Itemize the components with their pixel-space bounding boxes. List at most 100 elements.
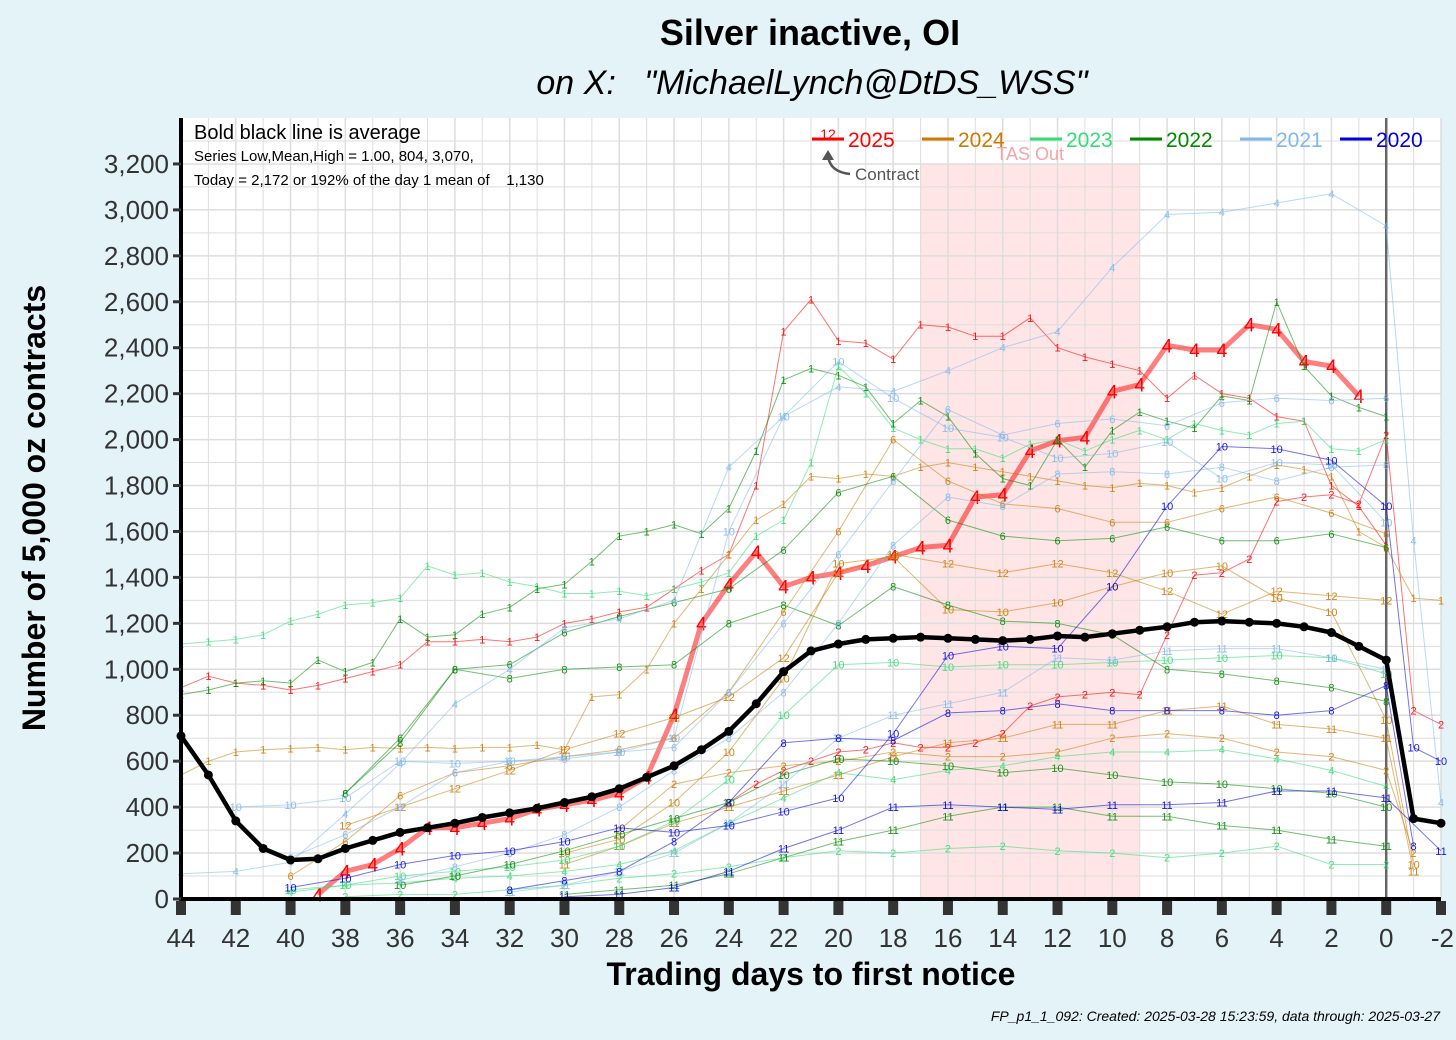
- data-point: [203, 770, 213, 780]
- x-tick: [614, 901, 625, 915]
- data-point-label: 1: [315, 609, 321, 621]
- data-point-label: 10: [723, 820, 735, 832]
- data-point-label: 11: [942, 738, 953, 750]
- data-point-label: 2: [1274, 497, 1280, 509]
- data-point-label: 4: [943, 536, 954, 557]
- x-tick: [1436, 901, 1446, 915]
- data-point-label: 11: [1435, 846, 1446, 858]
- data-point: [779, 667, 789, 677]
- y-tick-label: 1,200: [104, 608, 169, 638]
- y-tick-label: 2,000: [104, 425, 169, 455]
- data-point-label: 1: [1219, 391, 1225, 403]
- series-line: [290, 655, 1387, 891]
- data-point-label: 10: [613, 841, 625, 853]
- data-point-label: 8: [945, 600, 951, 612]
- data-point-label: 1: [397, 744, 403, 756]
- data-point-label: 11: [723, 869, 734, 881]
- contract-arrowhead-icon: [822, 150, 834, 160]
- data-point-label: 6: [1164, 522, 1170, 534]
- data-point-label: 1: [479, 634, 485, 646]
- data-point-label: 10: [887, 729, 899, 741]
- contract-note: Contract: [822, 150, 920, 184]
- axes: 02004006008001,0001,2001,4001,6001,8002,…: [104, 118, 1454, 953]
- x-tick-label: 34: [440, 923, 469, 953]
- x-tick-label: 10: [1098, 923, 1127, 953]
- data-point-label: 12: [997, 568, 1009, 580]
- data-point-label: 4: [1109, 747, 1115, 759]
- data-point-label: 1: [644, 526, 650, 538]
- x-tick: [230, 901, 241, 915]
- data-point-label: 10: [1051, 598, 1063, 610]
- data-point-label: 8: [945, 492, 951, 504]
- data-point-label: 2: [397, 889, 403, 901]
- data-point-label: 2: [452, 889, 458, 901]
- data-point: [642, 772, 652, 782]
- data-point-label: 11: [1381, 841, 1392, 853]
- data-point-label: 1: [233, 678, 239, 690]
- x-tick: [1271, 901, 1282, 915]
- data-point-label: 8: [1054, 469, 1060, 481]
- data-point-label: 2: [945, 843, 951, 855]
- data-point: [587, 792, 597, 802]
- data-point-label: 11: [1052, 802, 1063, 814]
- data-point-label: 6: [1164, 421, 1170, 433]
- data-point: [368, 835, 378, 845]
- x-tick-label: 2: [1324, 923, 1338, 953]
- data-point-label: 1: [726, 568, 732, 580]
- data-point-label: 6: [342, 788, 348, 800]
- data-point-label: 12: [1161, 586, 1173, 598]
- data-point-label: 10: [339, 793, 351, 805]
- data-point-label: 2: [1000, 729, 1006, 741]
- y-tick-label: 0: [155, 884, 169, 914]
- data-point-label: 10: [1161, 437, 1173, 449]
- x-tick-label: 24: [714, 923, 743, 953]
- data-point-label: 1: [945, 412, 951, 424]
- data-point-label: 6: [945, 515, 951, 527]
- data-point-label: 10: [942, 761, 954, 773]
- data-point-label: 6: [616, 747, 622, 759]
- data-point-label: 10: [1216, 779, 1228, 791]
- data-point-label: 2: [781, 765, 787, 777]
- data-point: [286, 855, 296, 865]
- data-point-label: 11: [1052, 804, 1063, 816]
- data-point-label: 6: [1054, 419, 1060, 431]
- x-tick-label: 40: [276, 923, 305, 953]
- data-point-label: 2: [1164, 853, 1170, 865]
- data-point-label: 6: [890, 435, 896, 447]
- data-point: [1107, 629, 1117, 639]
- data-point: [724, 726, 734, 736]
- data-point-label: 4: [1054, 752, 1060, 764]
- data-point-label: 4: [397, 758, 403, 770]
- data-point-label: 8: [1274, 710, 1280, 722]
- data-point-label: 6: [397, 802, 403, 814]
- data-point-label: 11: [668, 848, 679, 860]
- x-tick: [669, 901, 680, 915]
- data-point-label: 2: [1164, 729, 1170, 741]
- data-point-label: 1: [397, 614, 403, 626]
- data-point-label: 4: [452, 699, 458, 711]
- data-point-label: 11: [1271, 719, 1282, 731]
- data-point-label: 6: [1328, 529, 1334, 541]
- data-point-label: 4: [1383, 781, 1389, 793]
- data-point-label: 1: [561, 588, 567, 600]
- data-point-label: 10: [613, 823, 625, 835]
- data-point-label: 11: [504, 887, 515, 899]
- data-point: [916, 632, 926, 642]
- data-point-label: 1: [972, 331, 978, 343]
- data-point-label: 11: [997, 802, 1008, 814]
- x-tick: [888, 901, 899, 915]
- data-point: [532, 803, 542, 813]
- data-point-label: 1: [315, 680, 321, 692]
- data-point-label: 8: [1411, 841, 1417, 853]
- data-point-label: 1: [342, 673, 348, 685]
- x-tick: [942, 901, 953, 915]
- data-point-label: 4: [1244, 316, 1255, 337]
- series-2022-contract-8: 8 8 8 8 8 8 8 8 8 8 8 8 8 8 8 8 8 8 8 8: [342, 582, 1389, 801]
- data-point-label: 4: [477, 814, 488, 835]
- data-point-label: 4: [1080, 428, 1091, 449]
- data-point-label: 4: [340, 862, 351, 883]
- data-point-label: 1: [589, 588, 595, 600]
- data-point-label: 10: [1380, 802, 1392, 814]
